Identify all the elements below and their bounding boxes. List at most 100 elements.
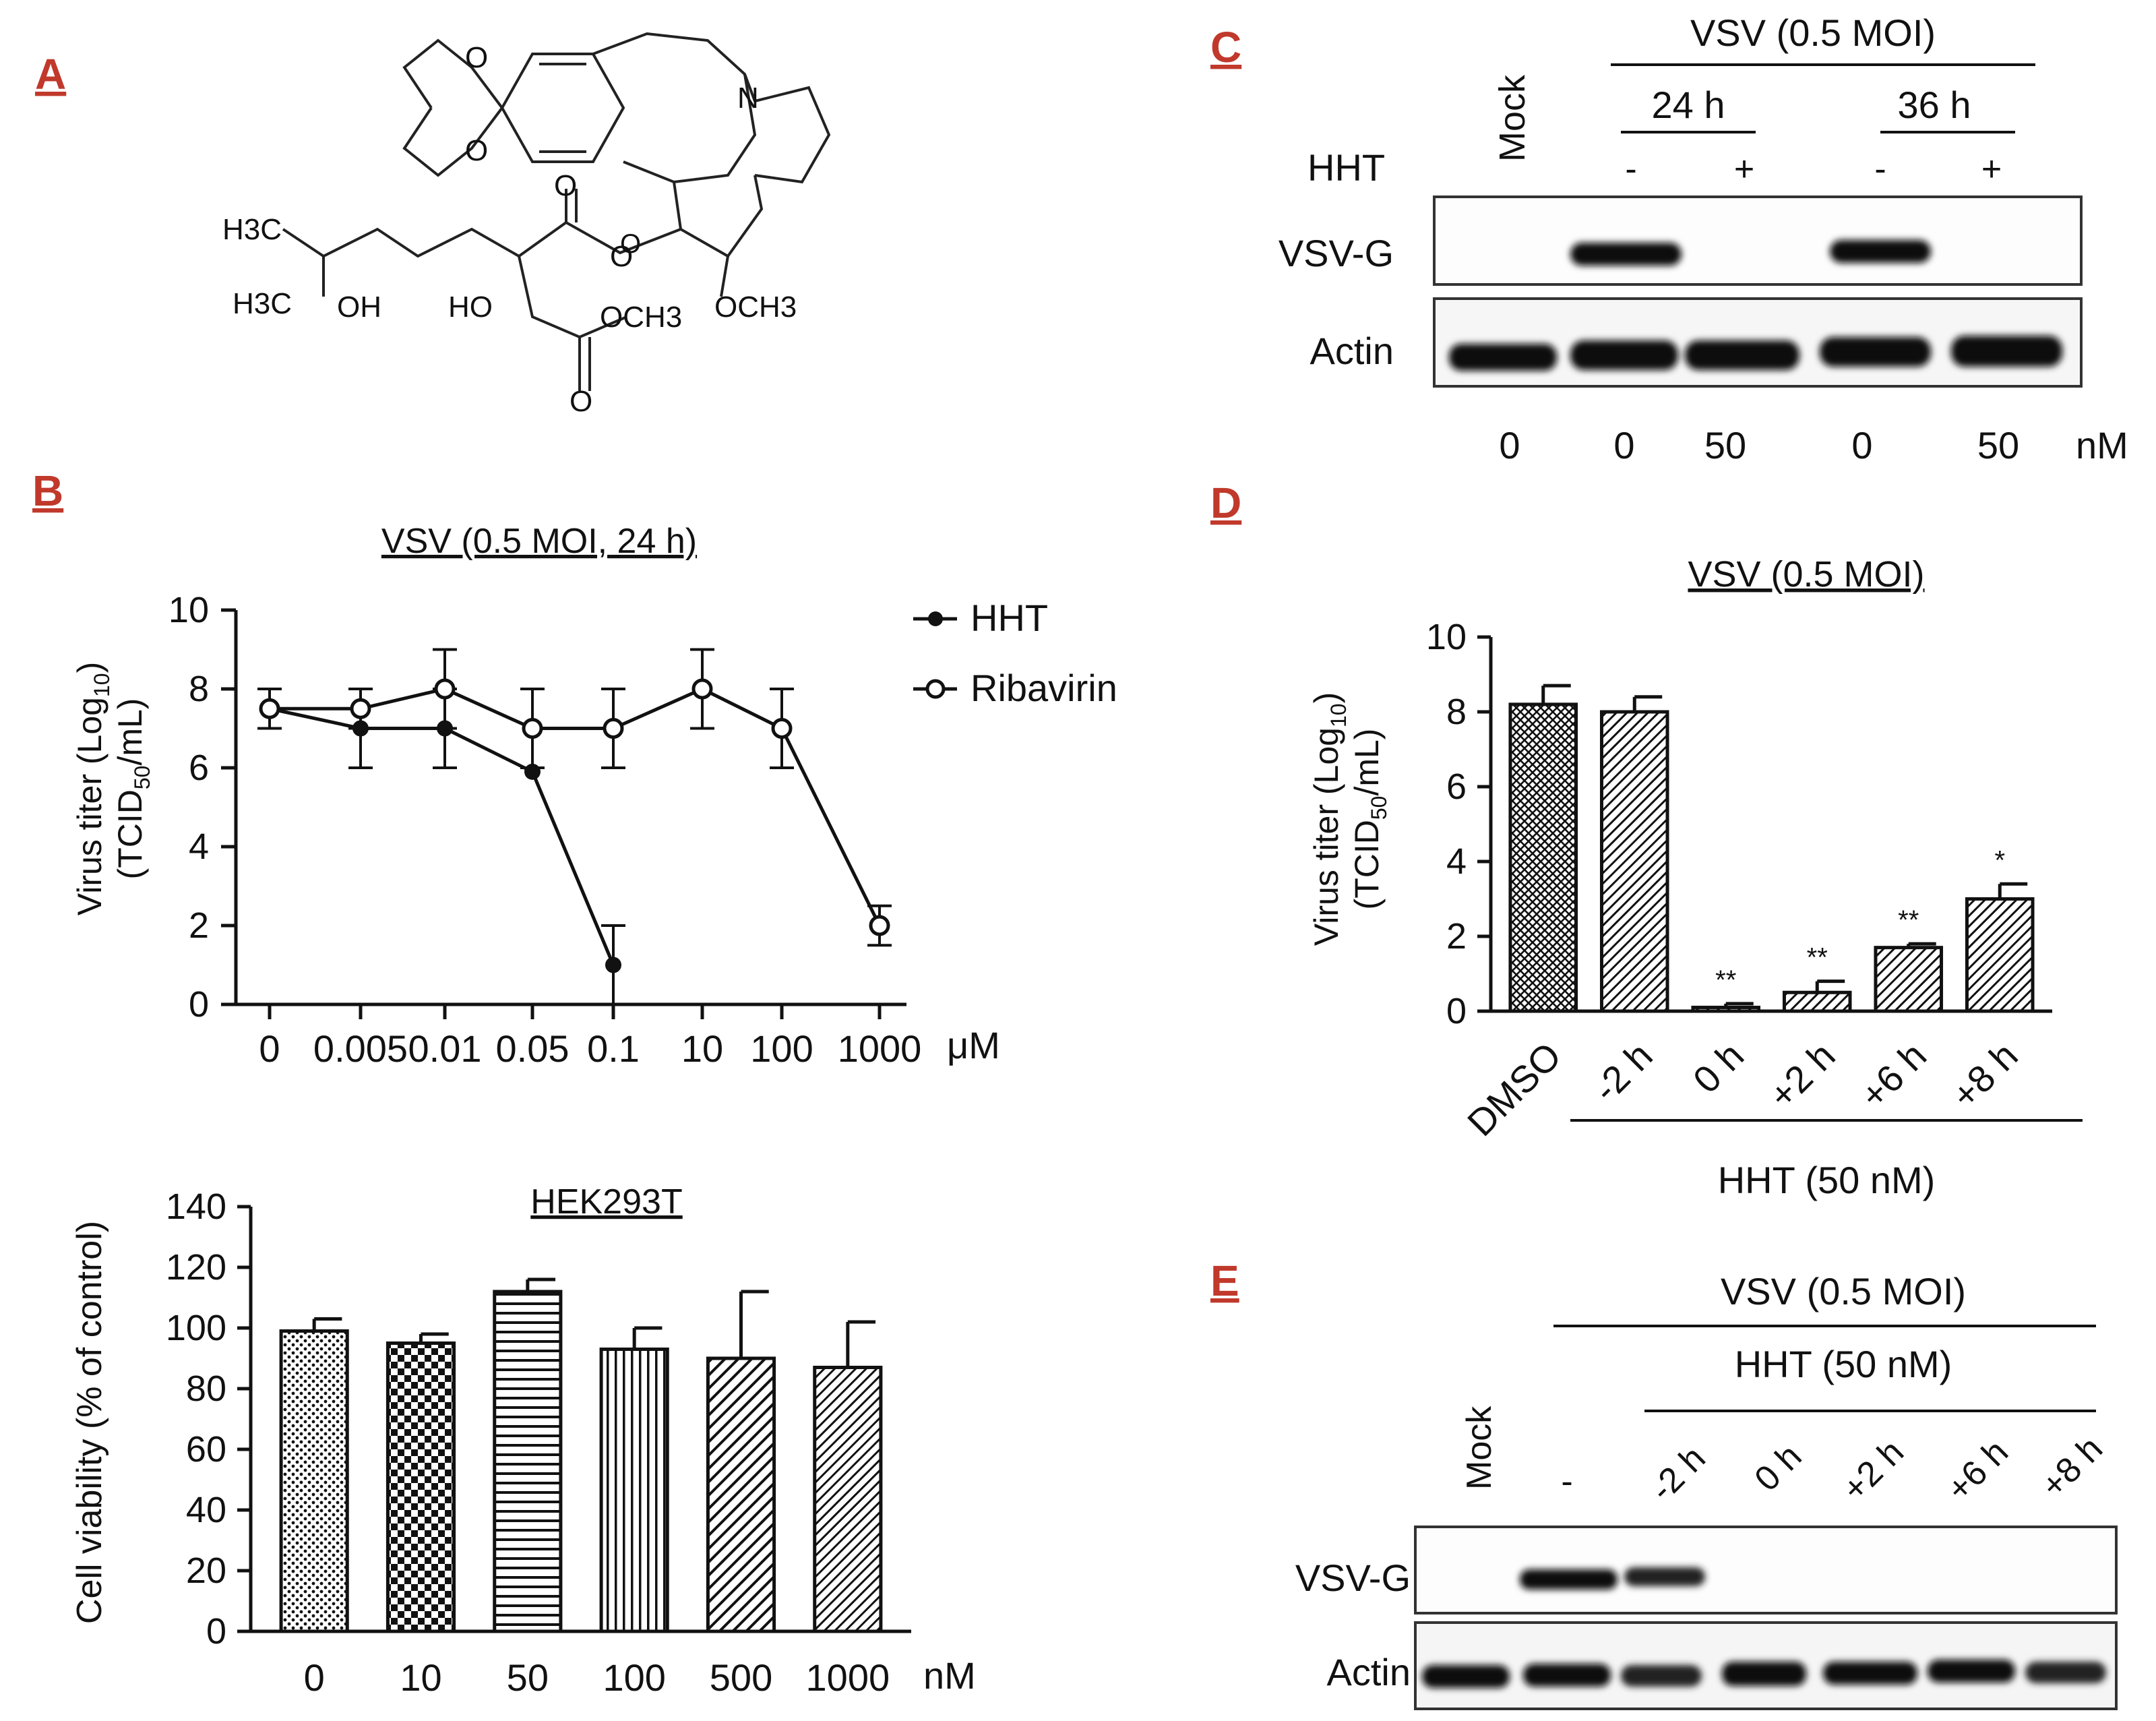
bar bbox=[1782, 990, 1852, 1013]
blot-c-membrane-vsvg bbox=[1433, 195, 2083, 286]
panel-letter-c: C bbox=[1210, 23, 1241, 71]
blot-c-band bbox=[1951, 336, 2062, 367]
blot-c-band bbox=[1449, 344, 1557, 371]
data-point-ribavirin bbox=[259, 698, 280, 719]
blot-c-sign: - bbox=[1874, 150, 1886, 189]
x-tick-label: +6 h bbox=[1852, 1034, 1935, 1117]
chart-b-line: VSV (0.5 MOI, 24 h) Virus titer (Log10) … bbox=[71, 522, 1117, 1070]
chart-b-bar-ylabel: Cell viability (% of control) bbox=[70, 1221, 109, 1624]
significance-marker: ** bbox=[1807, 943, 1828, 973]
blot-c-conc: 0 bbox=[1613, 424, 1634, 466]
y-tick-label: 20 bbox=[186, 1550, 226, 1591]
series-line-hht bbox=[269, 706, 615, 966]
data-point-ribavirin bbox=[434, 678, 456, 700]
blot-c-row-vsvg: VSV-G bbox=[1279, 232, 1394, 274]
chart-b-bar-title: HEK293T bbox=[530, 1182, 682, 1221]
y-tick-label: 10 bbox=[1426, 617, 1467, 657]
x-tick-label: 10 bbox=[400, 1656, 441, 1699]
atom-label: O bbox=[610, 240, 633, 273]
blot-e-band bbox=[1523, 1664, 1611, 1687]
y-tick-label: 0 bbox=[1446, 991, 1467, 1031]
chemical-structure bbox=[282, 32, 831, 391]
y-tick-label: 6 bbox=[1446, 766, 1467, 807]
blot-e-subheader: HHT (50 nM) bbox=[1735, 1343, 1952, 1385]
chart-b-line-ylabel: Virus titer (Log10) bbox=[71, 662, 114, 915]
y-tick-label: 0 bbox=[206, 1611, 226, 1652]
blot-c-band bbox=[1570, 243, 1682, 266]
blot-e-band bbox=[1520, 1569, 1618, 1590]
blot-e-header: VSV (0.5 MOI) bbox=[1721, 1270, 1966, 1312]
blot-c-group-24h: 24 h bbox=[1652, 84, 1725, 126]
blot-c-hht-label: HHT bbox=[1307, 146, 1385, 189]
data-point-ribavirin bbox=[869, 915, 890, 936]
bar bbox=[1965, 897, 2035, 1013]
legend-item-hht: HHT bbox=[971, 597, 1048, 639]
x-tick-label: 100 bbox=[750, 1027, 813, 1070]
y-tick-label: 2 bbox=[189, 905, 209, 946]
legend-item-ribavirin: Ribavirin bbox=[971, 667, 1117, 709]
panel-letter-b: B bbox=[32, 466, 63, 515]
chart-b-bar-x-unit: nM bbox=[923, 1654, 976, 1697]
atom-label: O bbox=[620, 229, 641, 259]
x-tick-label: 500 bbox=[710, 1656, 772, 1699]
bar bbox=[279, 1329, 349, 1633]
y-tick-label: 100 bbox=[166, 1308, 226, 1348]
data-point-ribavirin bbox=[771, 718, 793, 739]
blot-c-sign: + bbox=[1734, 150, 1754, 189]
x-tick-label: -2 h bbox=[1584, 1034, 1661, 1110]
data-point-ribavirin bbox=[350, 698, 371, 719]
panel-letter-d: D bbox=[1210, 479, 1241, 527]
x-tick-label: 1000 bbox=[838, 1027, 922, 1070]
blot-e-lane-label: -2 h bbox=[1642, 1439, 1713, 1509]
blot-c-row-actin: Actin bbox=[1310, 330, 1394, 372]
series-line-ribavirin bbox=[270, 687, 882, 927]
x-tick-label: 100 bbox=[603, 1656, 665, 1699]
blot-c-conc: 50 bbox=[1704, 424, 1746, 466]
x-tick-label: 0 bbox=[259, 1027, 280, 1070]
x-tick-label: 10 bbox=[681, 1027, 723, 1070]
panel-labels: A B C D E bbox=[32, 23, 1241, 1305]
chart-b-line-ylabel-2: (TCID50/mL) bbox=[111, 698, 154, 880]
western-blot-c: VSV (0.5 MOI) 24 h 36 h Mock HHT - + - +… bbox=[1279, 11, 2128, 466]
blot-e-lane-label: Mock bbox=[1460, 1406, 1499, 1490]
blot-e-lane-label: - bbox=[1561, 1462, 1572, 1501]
y-tick-label: 10 bbox=[168, 590, 209, 630]
western-blot-e: VSV (0.5 MOI) HHT (50 nM) Mock - -2 h 0 … bbox=[1295, 1270, 2118, 1710]
blot-e-band bbox=[1422, 1665, 1510, 1688]
chart-b-bar-marks bbox=[279, 1277, 883, 1633]
bar bbox=[1599, 710, 1669, 1013]
x-tick-label: 0.05 bbox=[496, 1027, 569, 1070]
blot-e-row-vsvg: VSV-G bbox=[1295, 1557, 1411, 1599]
blot-c-conc: 0 bbox=[1499, 424, 1520, 466]
blot-c-conc: 0 bbox=[1851, 424, 1872, 466]
blot-c-sign: - bbox=[1625, 150, 1636, 189]
y-tick-label: 0 bbox=[189, 984, 209, 1025]
x-tick-label: 0 h bbox=[1685, 1034, 1752, 1101]
x-tick-label: 50 bbox=[507, 1656, 549, 1699]
blot-c-band bbox=[1685, 340, 1799, 370]
y-tick-label: 80 bbox=[186, 1368, 226, 1409]
data-point-ribavirin bbox=[522, 718, 543, 739]
data-point-hht bbox=[605, 957, 621, 973]
y-tick-label: 8 bbox=[1446, 692, 1467, 732]
blot-c-band bbox=[1570, 340, 1678, 370]
data-point-ribavirin bbox=[691, 678, 713, 700]
bar bbox=[813, 1366, 883, 1633]
blot-e-membrane-vsvg bbox=[1414, 1526, 2118, 1614]
blot-e-lane-label: +6 h bbox=[1939, 1432, 2016, 1509]
blot-e-band bbox=[1928, 1660, 2015, 1683]
bar bbox=[386, 1341, 456, 1633]
chart-b-line-legend: HHT Ribavirin bbox=[913, 597, 1117, 709]
significance-marker: ** bbox=[1898, 905, 1919, 935]
y-tick-label: 6 bbox=[189, 748, 209, 788]
x-tick-label: 0.01 bbox=[408, 1027, 482, 1070]
y-tick-label: 60 bbox=[186, 1429, 226, 1470]
x-tick-label: 0 bbox=[304, 1656, 325, 1699]
blot-e-lane-label: +8 h bbox=[2033, 1429, 2110, 1506]
chart-b-line-title: VSV (0.5 MOI, 24 h) bbox=[381, 522, 697, 561]
blot-c-conc-unit: nM bbox=[2076, 424, 2128, 466]
chart-d-group-label: HHT (50 nM) bbox=[1718, 1159, 1936, 1201]
chart-d-title: VSV (0.5 MOI) bbox=[1688, 554, 1924, 595]
bar bbox=[1691, 1005, 1761, 1013]
atom-label: OH bbox=[337, 291, 381, 324]
